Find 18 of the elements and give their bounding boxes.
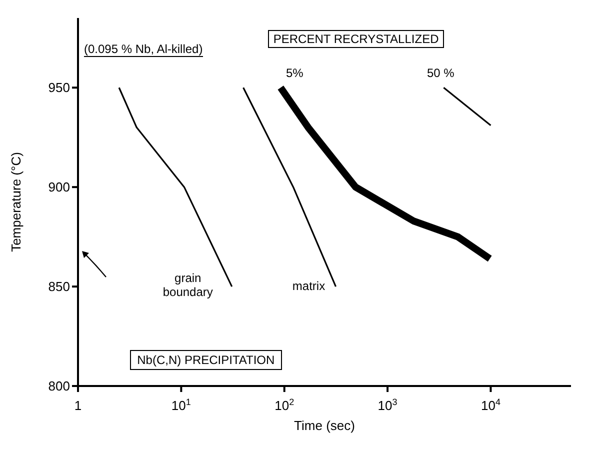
y-axis-title: Temperature (°C) <box>8 152 24 252</box>
y-tick-label: 950 <box>48 80 70 96</box>
series-label: matrix <box>291 278 326 293</box>
x-tick-label: 10$^{3}$ <box>378 397 398 413</box>
annotation: Nb(C,N) PRECIPITATION <box>130 350 282 370</box>
annotation: PERCENT RECRYSTALLIZED <box>268 30 444 48</box>
x-tick-label: 1 <box>74 398 82 413</box>
y-tick-label: 900 <box>48 180 70 195</box>
series-label: 50 % <box>426 66 456 80</box>
y-tick-label: 800 <box>48 378 70 394</box>
x-tick-label: 10$^{1}$ <box>171 397 191 413</box>
annotation: (0.095 % Nb, Al-killed) <box>84 42 203 57</box>
x-tick-label: 10$^{2}$ <box>274 397 294 413</box>
x-tick-label: 10$^{4}$ <box>480 397 500 413</box>
series-label: grain boundary <box>162 270 214 299</box>
y-tick-label: 850 <box>48 279 70 294</box>
x-axis-title: Time (sec) <box>294 418 355 433</box>
series-label: 5% <box>284 66 304 80</box>
